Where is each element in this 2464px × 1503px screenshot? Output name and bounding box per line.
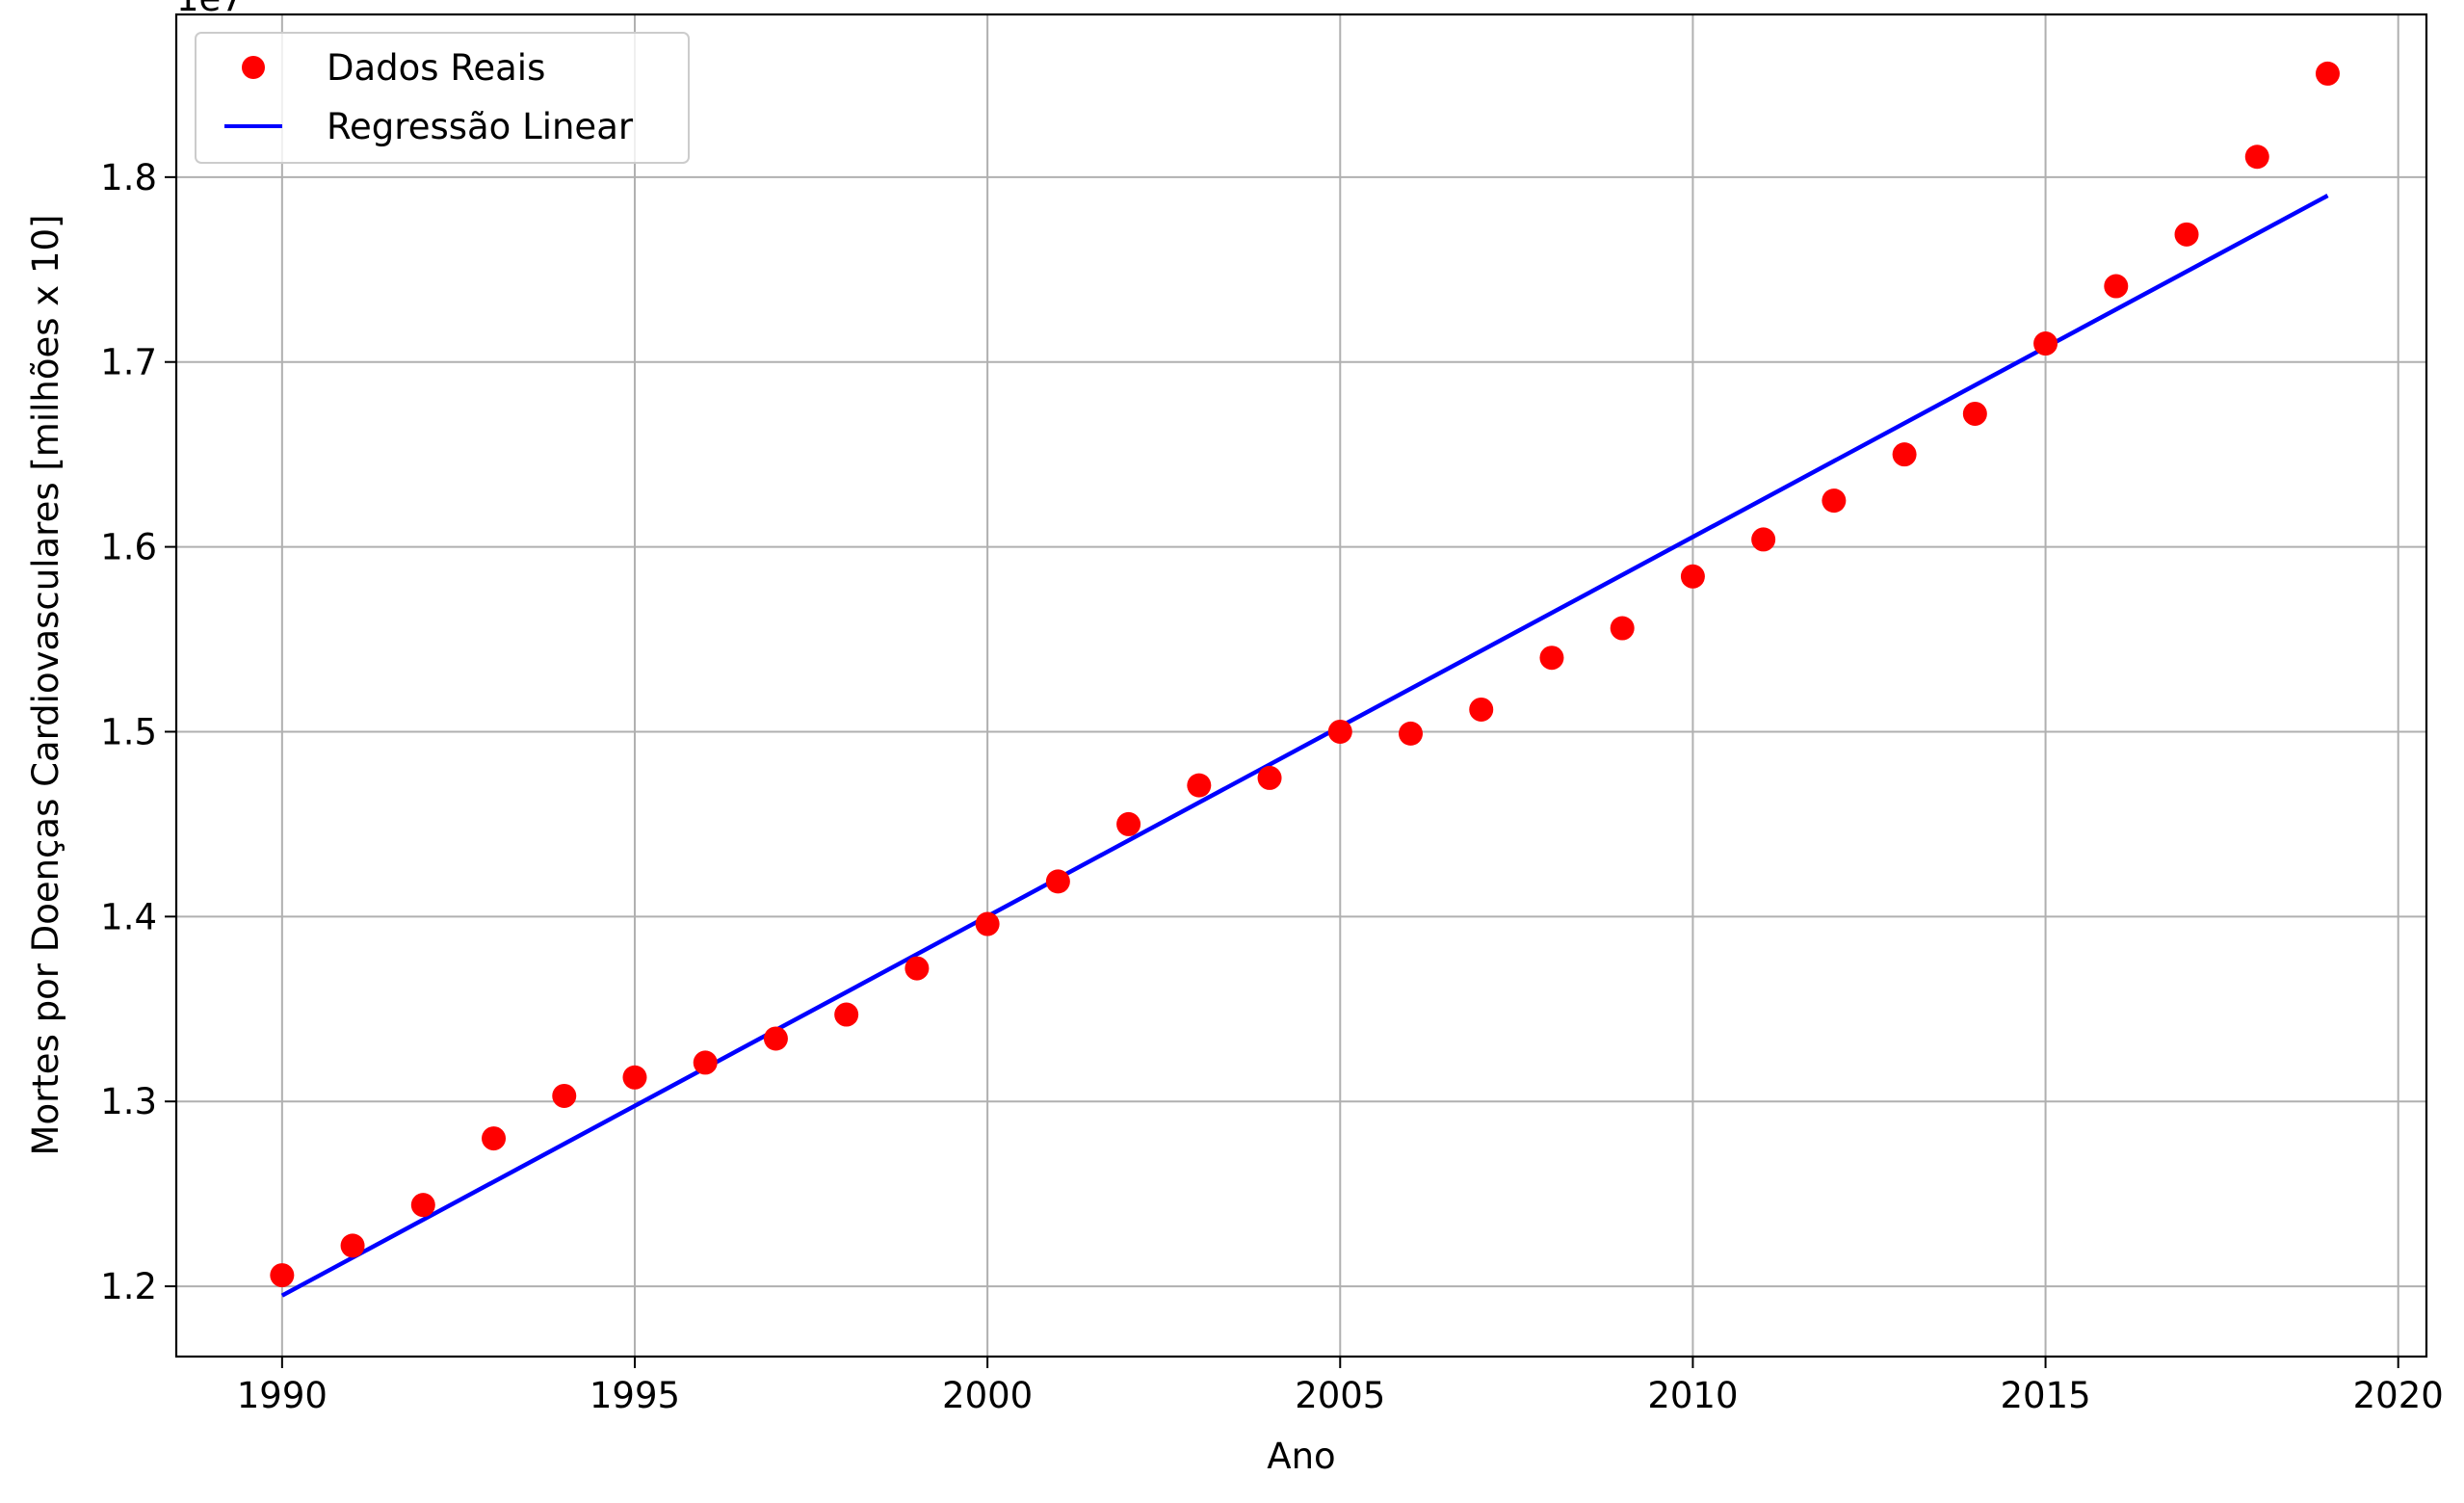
y-tick-label: 1.4: [100, 896, 157, 937]
data-point: [1610, 616, 1635, 641]
legend: Dados Reais Regressão Linear: [195, 32, 690, 164]
data-point: [1187, 773, 1212, 798]
data-point: [622, 1065, 647, 1090]
data-point: [340, 1233, 365, 1258]
y-tick-label: 1.3: [100, 1081, 157, 1122]
x-tick-label: 2005: [1295, 1375, 1385, 1416]
plot-frame: [174, 13, 2428, 1358]
data-point: [482, 1126, 507, 1151]
legend-box: [195, 32, 690, 164]
data-point: [2244, 145, 2269, 170]
data-point: [1680, 564, 1705, 589]
y-tick-label: 1.2: [100, 1266, 157, 1307]
data-point: [834, 1002, 859, 1027]
data-point: [1257, 765, 1282, 790]
data-point: [904, 956, 930, 981]
data-point: [1822, 488, 1847, 514]
x-tick-label: 2000: [942, 1375, 1033, 1416]
legend-label-regressao-linear: Regressão Linear: [327, 106, 634, 147]
x-tick-label: 1990: [237, 1375, 328, 1416]
x-tick-label: 2015: [2000, 1375, 2090, 1416]
regression-line: [280, 194, 2329, 1298]
data-point: [1327, 719, 1352, 744]
data-point: [975, 911, 1000, 936]
grid: [176, 14, 2426, 1357]
data-point: [2033, 331, 2058, 356]
legend-label-dados-reais: Dados Reais: [327, 47, 545, 89]
data-point: [763, 1026, 788, 1051]
y-tick-label: 1.8: [100, 157, 157, 198]
data-point: [1399, 721, 1424, 746]
x-tick-label: 1995: [590, 1375, 680, 1416]
data-point: [2315, 61, 2340, 86]
legend-marker-dados-reais: [242, 56, 265, 79]
data-point: [2174, 222, 2199, 247]
y-tick-label: 1.7: [100, 342, 157, 383]
y-tick-label: 1.5: [100, 711, 157, 752]
data-point: [2104, 274, 2129, 299]
x-tick-label: 2020: [2353, 1375, 2444, 1416]
data-point: [1962, 401, 1987, 426]
data-point: [1539, 646, 1564, 671]
x-tick-label: 2010: [1647, 1375, 1738, 1416]
data-point: [693, 1050, 718, 1075]
x-axis-title: Ano: [1267, 1436, 1335, 1477]
y-axis-ticks: 1.2 1.3 1.4 1.5 1.6 1.7 1.8: [100, 157, 176, 1307]
data-point: [410, 1193, 435, 1218]
data-point: [1116, 811, 1141, 836]
data-point: [270, 1263, 295, 1288]
data-point: [1751, 527, 1776, 552]
x-axis-ticks: 1990 1995 2000 2005 2010 2015 2020: [237, 1357, 2444, 1416]
data-point: [1045, 869, 1070, 894]
y-offset-label: 1e7: [176, 0, 244, 19]
data-point: [1892, 442, 1917, 467]
y-axis-title: Mortes por Doenças Cardiovasculares [mil…: [25, 215, 66, 1156]
y-tick-label: 1.6: [100, 527, 157, 568]
data-point: [552, 1083, 577, 1108]
plot-series: [270, 61, 2340, 1298]
data-point: [1469, 697, 1494, 722]
